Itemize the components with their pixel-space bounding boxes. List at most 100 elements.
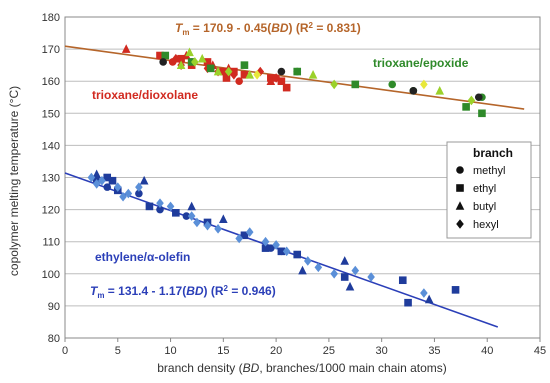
data-point-triangle xyxy=(197,53,207,63)
y-tick-label: 140 xyxy=(42,140,60,152)
plot-border xyxy=(64,16,541,339)
data-point-diamond xyxy=(193,217,201,228)
data-point-diamond xyxy=(261,236,270,247)
data-point-triangle xyxy=(213,66,223,76)
legend-item-ethyl: ethyl xyxy=(473,183,496,195)
data-point-diamond xyxy=(245,227,254,237)
legend-marker-square xyxy=(456,184,464,192)
data-point-circle xyxy=(388,80,397,89)
data-point-triangle xyxy=(219,214,228,224)
data-point-square xyxy=(161,51,170,60)
data-point-diamond xyxy=(172,53,180,64)
data-point-diamond xyxy=(191,57,199,67)
data-point-circle xyxy=(159,58,167,66)
data-point-triangle xyxy=(345,281,355,291)
data-point-diamond xyxy=(351,265,360,276)
data-point-circle xyxy=(182,212,191,220)
legend-title: branch xyxy=(473,146,513,160)
data-point-diamond xyxy=(98,175,106,186)
data-point-triangle xyxy=(308,69,318,79)
data-point-triangle xyxy=(92,169,101,179)
data-point-square xyxy=(398,276,407,285)
data-point-circle xyxy=(409,87,418,95)
data-point-square xyxy=(156,51,164,60)
y-tick-label: 110 xyxy=(42,237,60,249)
data-point-circle xyxy=(474,93,483,102)
x-tick-label: 10 xyxy=(164,345,176,357)
y-axis-ticks: 80 90 100 110 120 130 140 150 160 170 180 xyxy=(42,12,60,345)
data-point-diamond xyxy=(214,224,222,234)
data-point-diamond xyxy=(224,66,233,77)
data-point-diamond xyxy=(92,179,101,189)
x-tick-label: 35 xyxy=(428,345,440,357)
data-point-square xyxy=(103,173,112,182)
data-point-square xyxy=(240,70,249,79)
data-point-diamond xyxy=(113,182,122,192)
data-point-diamond xyxy=(156,198,164,208)
x-tick-label: 45 xyxy=(534,345,546,357)
data-point-diamond xyxy=(282,246,291,257)
y-tick-label: 90 xyxy=(48,301,60,313)
data-point-circle xyxy=(235,77,243,85)
legend: branch methyl ethyl butyl hexyl xyxy=(446,141,532,239)
data-point-diamond xyxy=(119,191,127,202)
data-point-diamond xyxy=(272,73,280,83)
data-point-triangle xyxy=(266,76,276,85)
data-point-square xyxy=(261,244,270,252)
data-point-square xyxy=(282,83,291,92)
x-tick-label: 15 xyxy=(217,345,229,357)
data-point-diamond xyxy=(135,182,143,192)
data-point-triangle xyxy=(139,175,149,185)
data-point-square xyxy=(240,231,249,240)
data-point-square xyxy=(108,176,117,185)
data-point-square xyxy=(277,247,286,256)
y-tick-label: 80 xyxy=(48,333,60,345)
data-point-diamond xyxy=(187,211,196,221)
data-point-diamond xyxy=(87,172,96,183)
data-point-square xyxy=(240,61,249,69)
x-tick-label: 5 xyxy=(115,345,121,357)
data-point-square xyxy=(277,77,286,85)
data-point-square xyxy=(172,209,180,217)
label-trioxane-dioxolane: trioxane/dioxolane xyxy=(92,88,198,102)
data-point-square xyxy=(451,286,460,294)
y-tick-label: 180 xyxy=(42,12,60,24)
x-tick-label: 25 xyxy=(323,345,335,357)
legend-item-hexyl: hexyl xyxy=(473,219,499,231)
data-point-diamond xyxy=(166,201,175,212)
data-point-triangle xyxy=(435,86,445,95)
x-tick-label: 30 xyxy=(376,345,388,357)
x-axis-label: branch density (BD, branches/1000 main c… xyxy=(157,361,447,375)
data-point-triangle xyxy=(245,69,255,79)
y-tick-label: 120 xyxy=(42,205,60,217)
data-point-diamond xyxy=(420,288,428,298)
data-point-circle xyxy=(156,205,164,214)
data-point-diamond xyxy=(330,269,338,279)
data-point-square xyxy=(293,67,302,76)
legend-marker-diamond xyxy=(456,219,464,229)
data-point-diamond xyxy=(367,272,375,282)
data-point-diamond xyxy=(420,79,428,90)
data-point-diamond xyxy=(330,79,338,90)
x-tick-label: 40 xyxy=(481,345,493,357)
legend-marker-triangle xyxy=(455,201,465,210)
y-tick-label: 100 xyxy=(42,269,60,281)
label-ethylene-olefin: ethylene/α-olefin xyxy=(95,250,190,264)
data-point-square xyxy=(177,54,185,63)
fit-equation-top: Tm = 170.9 - 0.45(BD) (R2 = 0.831) xyxy=(175,21,361,37)
data-point-triangle xyxy=(176,60,186,69)
data-point-diamond xyxy=(235,233,243,244)
data-point-square xyxy=(340,273,349,281)
data-point-triangle xyxy=(298,265,307,275)
data-point-diamond xyxy=(124,188,133,199)
y-tick-label: 170 xyxy=(42,44,60,56)
data-point-diamond xyxy=(230,69,238,80)
data-point-triangle xyxy=(121,44,131,53)
data-point-square xyxy=(206,64,215,73)
data-point-square xyxy=(219,67,228,76)
data-point-diamond xyxy=(314,262,323,273)
data-point-diamond xyxy=(272,240,280,250)
data-point-circle xyxy=(277,67,286,76)
y-axis-label: copolymer melting temperature (°C) xyxy=(7,86,21,276)
